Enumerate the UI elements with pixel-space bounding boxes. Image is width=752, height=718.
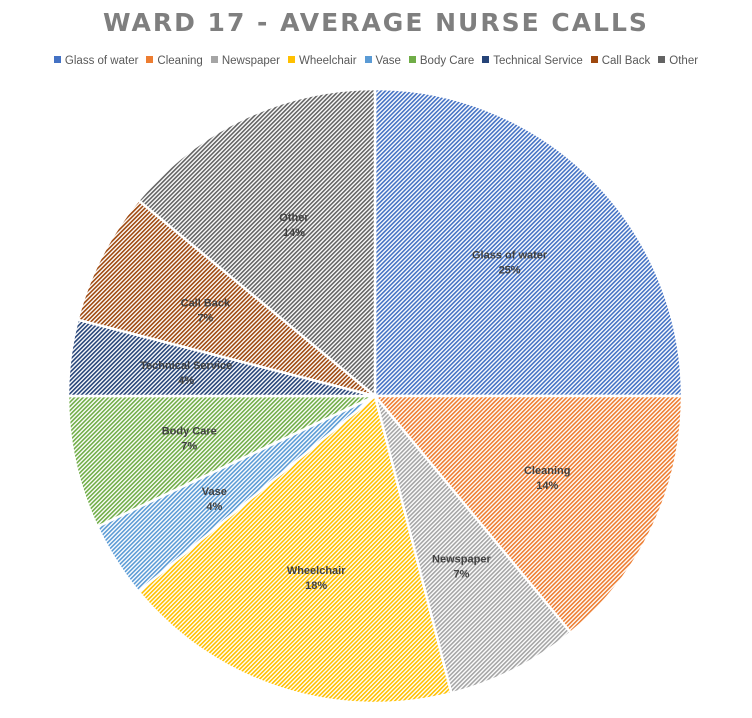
legend-label: Wheelchair <box>299 55 357 67</box>
data-label-percent: 4% <box>178 375 194 387</box>
legend-label: Glass of water <box>64 55 139 67</box>
data-label-call-back: Call Back 7% <box>181 298 231 325</box>
legend-swatch <box>408 56 416 63</box>
pie-slice-call-back <box>76 198 376 398</box>
data-label-newspaper: Newspaper 7% <box>432 554 491 581</box>
data-label-category: Technical Service <box>140 360 232 372</box>
legend-swatch <box>364 56 372 63</box>
legend-item-technical-service: Technical Service <box>482 55 583 67</box>
legend-label: Technical Service <box>493 55 583 67</box>
data-label-category: Call Back <box>181 298 231 310</box>
legend-label: Vase <box>375 55 401 67</box>
pie-slice-cleaning <box>372 394 684 635</box>
legend-item-call-back: Call Back <box>590 55 651 67</box>
legend-swatch <box>482 56 490 63</box>
legend-item-cleaning: Cleaning <box>146 55 203 67</box>
pie-slice-body-care <box>66 394 376 529</box>
data-label-category: Cleaning <box>524 465 570 477</box>
legend-label: Newspaper <box>221 55 280 67</box>
data-label-category: Glass of water <box>472 249 548 261</box>
data-label-other: Other 14% <box>279 212 309 239</box>
legend: Glass of water Cleaning Newspaper Wheelchai… <box>0 55 752 67</box>
legend-item-glass-of-water: Glass of water <box>53 55 139 67</box>
data-label-percent: 18% <box>305 580 327 592</box>
legend-swatch <box>210 56 218 63</box>
pie-slice-glass-of-water <box>373 87 684 398</box>
legend-swatch <box>590 56 598 63</box>
legend-label: Cleaning <box>157 55 203 67</box>
legend-label: Other <box>669 55 699 67</box>
legend-swatch <box>146 56 154 63</box>
data-label-category: Body Care <box>162 426 217 438</box>
data-label-glass-of-water: Glass of water 25% <box>472 249 548 276</box>
legend-label: Call Back <box>601 55 651 67</box>
pie-slice-newspaper <box>373 395 573 695</box>
pie-slice-wheelchair <box>136 393 453 705</box>
legend-item-body-care: Body Care <box>408 55 475 67</box>
data-label-vase: Vase 4% <box>202 486 227 513</box>
data-label-category: Other <box>279 212 309 224</box>
legend-item-wheelchair: Wheelchair <box>288 55 357 67</box>
legend-item-other: Other <box>658 55 698 67</box>
legend-swatch <box>53 56 61 63</box>
pie-slice-other <box>136 87 377 399</box>
chart-title: WARD 17 - AVERAGE NURSE CALLS <box>103 8 649 37</box>
legend-item-newspaper: Newspaper <box>210 55 280 67</box>
data-label-category: Newspaper <box>432 554 491 566</box>
data-label-percent: 25% <box>499 264 521 276</box>
data-label-wheelchair: Wheelchair 18% <box>287 565 346 592</box>
legend-label: Body Care <box>419 55 475 67</box>
data-label-percent: 14% <box>536 480 558 492</box>
data-label-body-care: Body Care 7% <box>162 426 217 453</box>
data-label-cleaning: Cleaning 14% <box>524 465 570 492</box>
legend-swatch <box>658 56 666 63</box>
data-label-percent: 7% <box>453 569 469 581</box>
legend-swatch <box>288 56 295 63</box>
data-label-percent: 4% <box>206 501 222 513</box>
data-label-percent: 7% <box>181 441 197 453</box>
data-label-percent: 7% <box>197 313 213 325</box>
data-label-percent: 14% <box>283 227 305 239</box>
data-label-category: Vase <box>202 486 227 498</box>
data-label-technical-service: Technical Service 4% <box>140 360 232 387</box>
data-label-category: Wheelchair <box>287 565 346 577</box>
legend-item-vase: Vase <box>364 55 401 67</box>
